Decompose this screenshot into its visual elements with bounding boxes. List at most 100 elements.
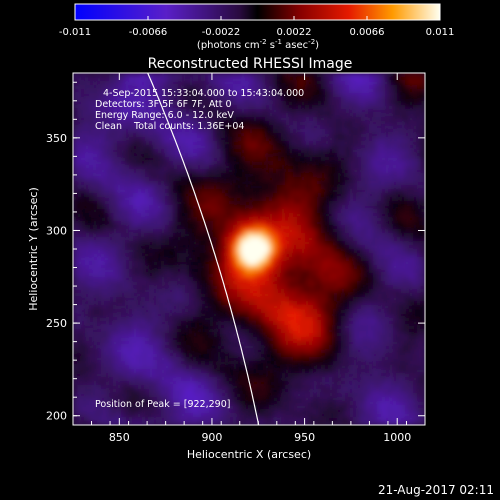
heatmap-cell: [193, 197, 198, 202]
heatmap-cell: [365, 153, 370, 158]
heatmap-cell: [265, 77, 270, 82]
heatmap-cell: [357, 81, 362, 86]
heatmap-cell: [269, 237, 274, 242]
heatmap-cell: [229, 281, 234, 286]
heatmap-cell: [249, 137, 254, 142]
heatmap-cell: [161, 121, 166, 126]
heatmap-cell: [305, 277, 310, 282]
heatmap-cell: [113, 261, 118, 266]
heatmap-cell: [385, 185, 390, 190]
heatmap-cell: [125, 245, 130, 250]
heatmap-cell: [93, 217, 98, 222]
heatmap-cell: [121, 73, 126, 78]
heatmap-cell: [321, 93, 326, 98]
heatmap-cell: [177, 297, 182, 302]
heatmap-cell: [117, 221, 122, 226]
heatmap-cell: [377, 73, 382, 78]
heatmap-cell: [329, 253, 334, 258]
heatmap-cell: [213, 73, 218, 78]
heatmap-cell: [197, 105, 202, 110]
heatmap-cell: [141, 197, 146, 202]
heatmap-cell: [97, 229, 102, 234]
heatmap-cell: [269, 85, 274, 90]
heatmap-cell: [341, 117, 346, 122]
heatmap-cell: [173, 81, 178, 86]
heatmap-cell: [153, 217, 158, 222]
heatmap-cell: [89, 221, 94, 226]
heatmap-cell: [221, 85, 226, 90]
heatmap-cell: [97, 241, 102, 246]
heatmap-cell: [161, 185, 166, 190]
heatmap-cell: [321, 193, 326, 198]
heatmap-cell: [365, 177, 370, 182]
heatmap-cell: [93, 253, 98, 258]
heatmap-cell: [405, 197, 410, 202]
heatmap-cell: [389, 285, 394, 290]
heatmap-cell: [281, 237, 286, 242]
heatmap-cell: [313, 181, 318, 186]
heatmap-cell: [217, 285, 222, 290]
heatmap-cell: [385, 117, 390, 122]
heatmap-cell: [345, 77, 350, 82]
heatmap-cell: [133, 177, 138, 182]
heatmap-cell: [89, 261, 94, 266]
heatmap-cell: [325, 197, 330, 202]
heatmap-cell: [145, 161, 150, 166]
heatmap-cell: [125, 173, 130, 178]
heatmap-cell: [377, 253, 382, 258]
heatmap-cell: [321, 149, 326, 154]
heatmap-cell: [381, 109, 386, 114]
heatmap-cell: [253, 129, 258, 134]
heatmap-cell: [241, 161, 246, 166]
heatmap-cell: [389, 289, 394, 294]
heatmap-cell: [141, 221, 146, 226]
heatmap-cell: [181, 217, 186, 222]
heatmap-cell: [265, 145, 270, 150]
heatmap-cell: [113, 181, 118, 186]
heatmap-cell: [169, 209, 174, 214]
heatmap-cell: [345, 81, 350, 86]
heatmap-cell: [305, 177, 310, 182]
heatmap-cell: [289, 217, 294, 222]
heatmap-cell: [77, 133, 82, 138]
heatmap-cell: [173, 209, 178, 214]
heatmap-cell: [381, 177, 386, 182]
heatmap-cell: [125, 89, 130, 94]
heatmap-cell: [357, 177, 362, 182]
heatmap-cell: [369, 85, 374, 90]
heatmap-cell: [197, 173, 202, 178]
heatmap-cell: [321, 153, 326, 158]
heatmap-cell: [409, 241, 414, 246]
heatmap-cell: [197, 77, 202, 82]
heatmap-cell: [361, 293, 366, 298]
heatmap-cell: [269, 249, 274, 254]
heatmap-cell: [153, 177, 158, 182]
heatmap-cell: [241, 217, 246, 222]
heatmap-cell: [321, 237, 326, 242]
heatmap-cell: [377, 129, 382, 134]
heatmap-cell: [397, 201, 402, 206]
heatmap-cell: [209, 289, 214, 294]
heatmap-cell: [165, 169, 170, 174]
heatmap-cell: [233, 109, 238, 114]
heatmap-cell: [265, 93, 270, 98]
heatmap-cell: [249, 269, 254, 274]
heatmap-cell: [245, 225, 250, 230]
heatmap-cell: [73, 289, 78, 294]
heatmap-cell: [125, 137, 130, 142]
heatmap-cell: [381, 161, 386, 166]
heatmap-cell: [221, 81, 226, 86]
heatmap-cell: [353, 165, 358, 170]
heatmap-cell: [205, 113, 210, 118]
heatmap-cell: [237, 233, 242, 238]
heatmap-cell: [117, 85, 122, 90]
heatmap-cell: [241, 281, 246, 286]
heatmap-cell: [189, 93, 194, 98]
heatmap-cell: [313, 221, 318, 226]
heatmap-cell: [209, 185, 214, 190]
heatmap-cell: [205, 201, 210, 206]
heatmap-cell: [101, 153, 106, 158]
heatmap-cell: [133, 237, 138, 242]
heatmap-cell: [109, 193, 114, 198]
heatmap-cell: [217, 293, 222, 298]
